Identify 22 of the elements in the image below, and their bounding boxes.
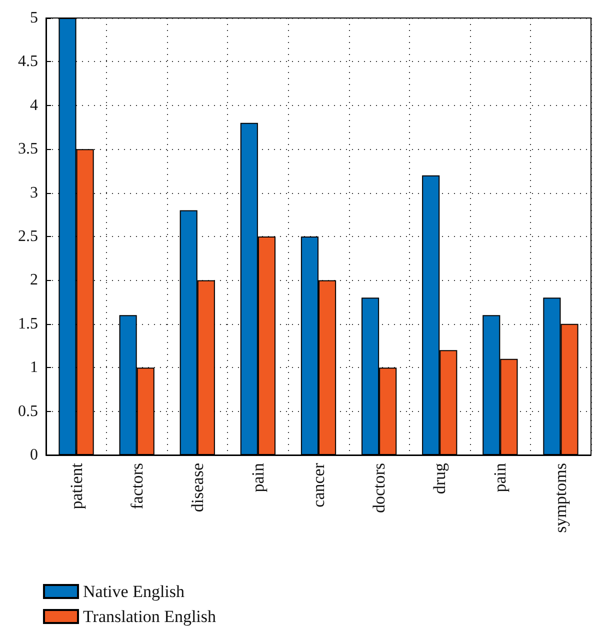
legend-label: Native English	[83, 582, 186, 601]
y-tick-label: 5	[30, 10, 38, 26]
x-tick-label: disease	[188, 463, 207, 512]
y-tick-label: 3.5	[18, 140, 38, 158]
y-tick-label: 0.5	[18, 402, 38, 420]
y-tick-label: 1.5	[18, 315, 38, 332]
y-tick-label: 3	[30, 184, 38, 202]
y-tick-label: 4	[30, 96, 38, 114]
y-tick-label: 2	[30, 272, 38, 289]
x-tick-label: factors	[127, 463, 146, 510]
x-tick-label: patient	[66, 462, 86, 510]
x-tick-label: cancer	[309, 462, 328, 508]
x-tick-label: drug	[430, 462, 450, 494]
y-tick-label: 2.5	[18, 228, 38, 245]
x-tick-label: symptoms	[551, 463, 570, 533]
y-tick-label: 4.5	[18, 53, 38, 70]
legend-label: Translation English	[83, 607, 217, 626]
x-tick-label: pain	[248, 462, 268, 492]
y-tick-label: 0	[30, 446, 38, 464]
x-tick-label: pain	[490, 462, 510, 492]
y-tick-label: 1	[30, 359, 38, 376]
x-tick-label: doctors	[370, 463, 389, 514]
